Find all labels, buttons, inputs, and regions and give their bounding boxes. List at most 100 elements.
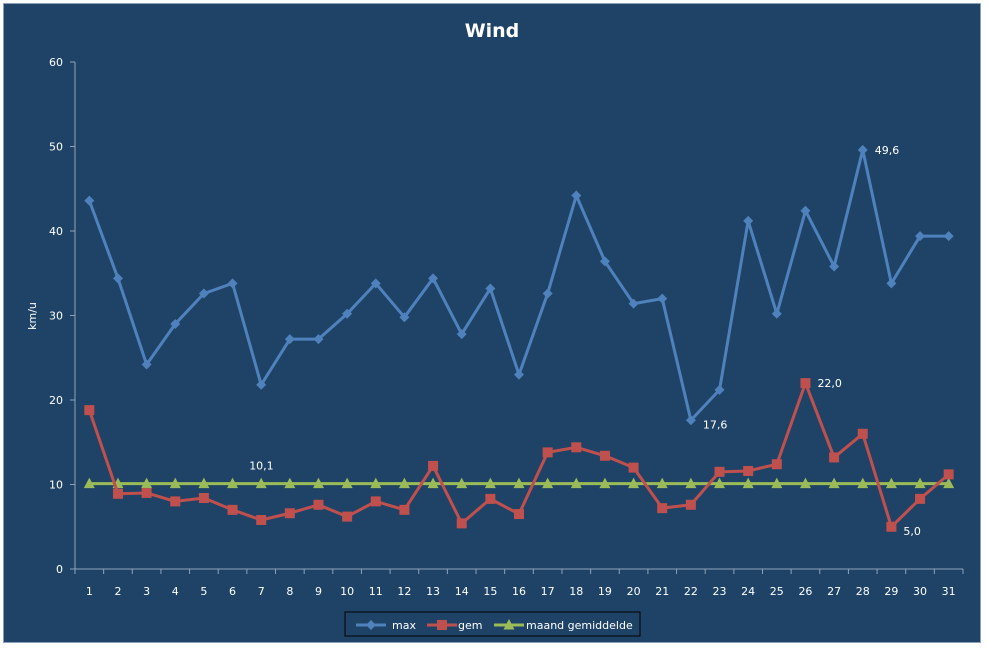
x-tick-label: 28 [856,585,870,598]
data-point [657,503,668,514]
data-point [656,477,668,489]
y-tick-label: 20 [49,394,63,407]
data-point [399,312,410,323]
data-point [170,318,181,329]
x-tick-label: 6 [229,585,236,598]
data-point [513,477,525,489]
data-point [685,477,697,489]
data-point [571,442,582,453]
data-point [915,231,926,242]
series-gem [84,378,954,532]
data-point [886,521,897,532]
legend-item: max [356,619,416,632]
x-tick-label: 22 [684,585,698,598]
x-tick-label: 25 [770,585,784,598]
data-point [570,477,582,489]
x-tick-label: 31 [942,585,956,598]
data-point [313,499,324,510]
x-tick-label: 3 [143,585,150,598]
x-tick-label: 13 [426,585,440,598]
x-tick-label: 5 [200,585,207,598]
data-point [829,261,840,272]
x-tick-label: 10 [340,585,354,598]
x-tick-label: 8 [286,585,293,598]
x-tick-label: 2 [114,585,121,598]
data-point [657,293,668,304]
data-label: 17,6 [703,418,728,431]
data-point [428,273,439,284]
x-tick-label: 24 [741,585,755,598]
data-point [456,477,468,489]
legend-label: gem [458,619,482,632]
data-point [857,144,868,155]
series-maand-gemiddelde [83,477,955,489]
x-tick-label: 17 [541,585,555,598]
data-point [227,278,238,289]
data-point [771,308,782,319]
data-point [800,378,811,389]
y-tick-label: 40 [49,225,63,238]
data-point [341,477,353,489]
data-point [714,477,726,489]
legend-box [344,611,641,637]
y-tick-label: 50 [49,141,63,154]
data-point [542,447,553,458]
data-point [370,496,381,507]
data-point [914,477,926,489]
x-tick-label: 20 [627,585,641,598]
data-point [84,195,95,206]
data-point [915,493,926,504]
series-layer [83,144,955,532]
x-tick-label: 26 [798,585,812,598]
data-point [342,511,353,522]
x-tick-label: 30 [913,585,927,598]
data-point [628,462,639,473]
legend-marker [437,620,447,630]
data-point [428,460,439,471]
data-point [227,504,238,515]
data-point [141,487,152,498]
data-label: 49,6 [875,144,900,157]
data-point [485,283,496,294]
x-tick-label: 18 [569,585,583,598]
data-point [456,329,467,340]
data-point [169,477,181,489]
data-point [399,504,410,515]
data-point [828,477,840,489]
data-point [685,415,696,426]
x-tick-label: 19 [598,585,612,598]
chart-title: Wind [465,20,520,42]
data-point [571,190,582,201]
data-point [112,273,123,284]
data-point [857,477,869,489]
legend-label: maand gemiddelde [526,619,633,632]
data-label: 22,0 [817,377,842,390]
data-point [284,334,295,345]
data-point [714,384,725,395]
data-point [83,477,95,489]
x-tick-label: 11 [369,585,383,598]
data-point [628,477,640,489]
x-tick-label: 14 [455,585,469,598]
data-point [800,205,811,216]
data-point [427,477,439,489]
data-point [829,452,840,463]
data-point [227,477,239,489]
chart-area [3,3,981,643]
data-point [284,508,295,519]
data-point [943,469,954,480]
data-point [857,428,868,439]
legend-marker [503,619,515,630]
data-point [398,477,410,489]
data-point [198,493,209,504]
data-point [312,477,324,489]
data-point [599,256,610,267]
data-point [943,231,954,242]
data-point [599,477,611,489]
legend-marker [366,620,376,630]
x-tick-label: 27 [827,585,841,598]
data-point [743,215,754,226]
data-point [714,466,725,477]
